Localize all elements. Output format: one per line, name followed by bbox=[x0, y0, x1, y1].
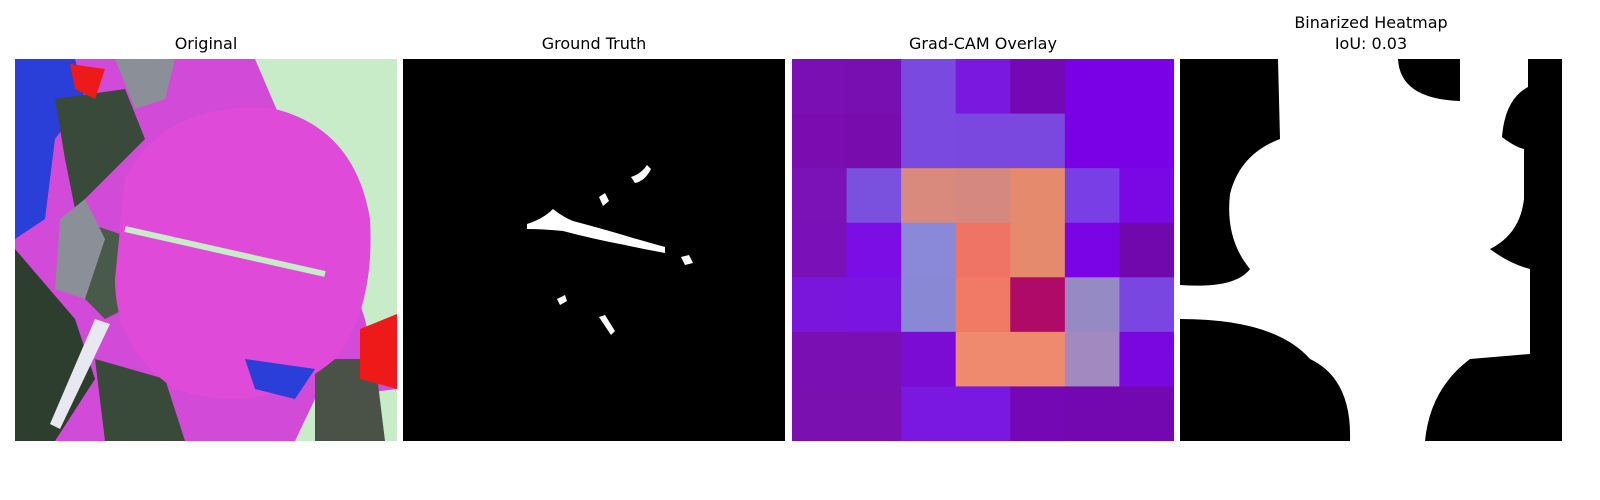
heatmap-cell bbox=[1010, 168, 1066, 224]
iou-score-label: IoU: 0.03 bbox=[1334, 34, 1408, 53]
ground-truth-mask bbox=[403, 59, 785, 441]
gradcam-heatmap-grid bbox=[792, 59, 1174, 441]
heatmap-cell bbox=[1010, 222, 1066, 278]
panel-title-gradcam: Grad-CAM Overlay bbox=[909, 34, 1057, 53]
heatmap-cell bbox=[846, 331, 902, 387]
heatmap-cell bbox=[846, 386, 902, 441]
heatmap-cell bbox=[846, 277, 902, 333]
heatmap-cell bbox=[901, 331, 957, 387]
heatmap-cell bbox=[901, 113, 957, 169]
heatmap-cell bbox=[792, 59, 848, 115]
heatmap-cell bbox=[1064, 386, 1120, 441]
heatmap-cell bbox=[955, 222, 1011, 278]
heatmap-cell bbox=[1064, 222, 1120, 278]
heatmap-cell bbox=[1119, 222, 1174, 278]
heatmap-cell bbox=[1010, 331, 1066, 387]
heatmap-cell bbox=[846, 222, 902, 278]
heatmap-cell bbox=[955, 168, 1011, 224]
heatmap-cell bbox=[955, 113, 1011, 169]
heatmap-cell bbox=[846, 59, 902, 115]
heatmap-cell bbox=[901, 59, 957, 115]
heatmap-cell bbox=[1064, 277, 1120, 333]
heatmap-cell bbox=[1064, 113, 1120, 169]
heatmap-cell bbox=[955, 331, 1011, 387]
heatmap-cell bbox=[792, 113, 848, 169]
heatmap-cell bbox=[955, 59, 1011, 115]
heatmap-cell bbox=[1064, 59, 1120, 115]
heatmap-cell bbox=[1119, 277, 1174, 333]
panel-title-original: Original bbox=[174, 34, 238, 53]
gradcam-overlay bbox=[792, 59, 1174, 441]
heatmap-cell bbox=[1119, 386, 1174, 441]
heatmap-cell bbox=[1119, 59, 1174, 115]
heatmap-cell bbox=[792, 386, 848, 441]
heatmap-cell bbox=[901, 386, 957, 441]
heatmap-cell bbox=[792, 168, 848, 224]
binarized-title-line: Binarized Heatmap bbox=[1294, 13, 1448, 32]
heatmap-cell bbox=[901, 277, 957, 333]
heatmap-cell bbox=[846, 113, 902, 169]
panel-title-binarized: Binarized Heatmap IoU: 0.03 bbox=[1180, 12, 1562, 54]
heatmap-cell bbox=[1119, 168, 1174, 224]
heatmap-cell bbox=[846, 168, 902, 224]
heatmap-cell bbox=[1119, 331, 1174, 387]
binarized-heatmap bbox=[1180, 59, 1562, 441]
heatmap-cell bbox=[1010, 59, 1066, 115]
heatmap-cell bbox=[1010, 386, 1066, 441]
heatmap-cell bbox=[1064, 331, 1120, 387]
heatmap-cell bbox=[1119, 113, 1174, 169]
original-image bbox=[15, 59, 397, 441]
heatmap-cell bbox=[792, 222, 848, 278]
heatmap-cell bbox=[1010, 277, 1066, 333]
heatmap-cell bbox=[901, 168, 957, 224]
heatmap-cell bbox=[1010, 113, 1066, 169]
heatmap-cell bbox=[901, 222, 957, 278]
heatmap-cell bbox=[792, 331, 848, 387]
heatmap-cell bbox=[792, 277, 848, 333]
heatmap-cell bbox=[955, 277, 1011, 333]
heatmap-cell bbox=[955, 386, 1011, 441]
heatmap-cell bbox=[1064, 168, 1120, 224]
panel-title-ground-truth: Ground Truth bbox=[541, 34, 647, 53]
